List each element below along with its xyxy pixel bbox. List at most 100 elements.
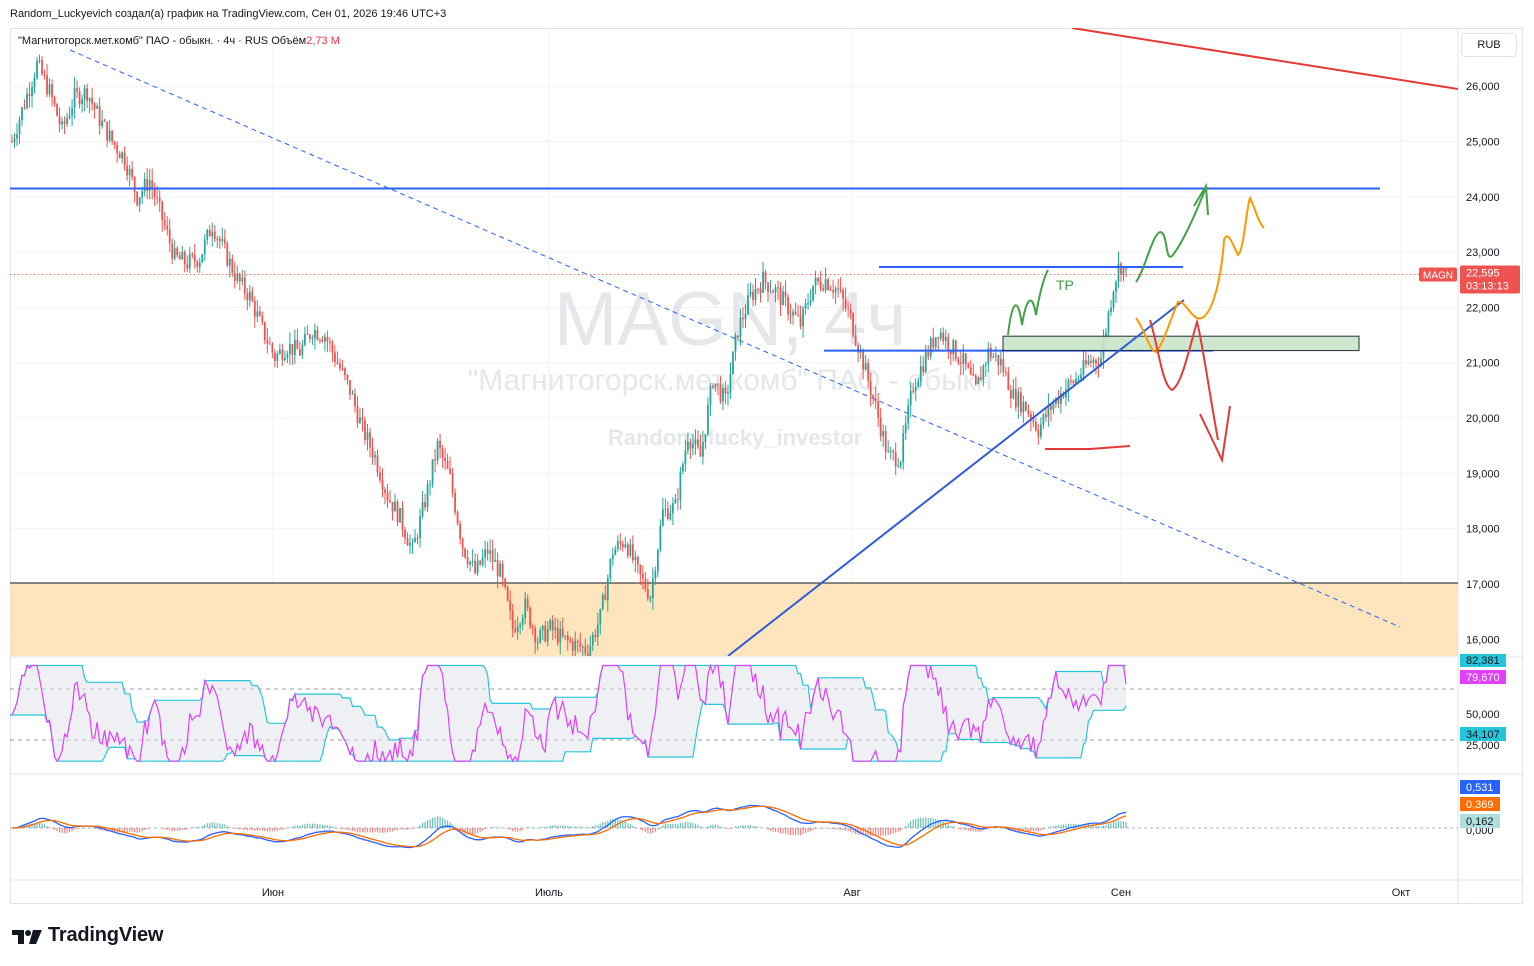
candle-body: [596, 624, 599, 637]
rsi-pane[interactable]: [10, 663, 1458, 763]
signal-value-badge-text: 0,369: [1466, 799, 1494, 811]
legend-volume-value: 2,73 M: [306, 35, 340, 47]
candle-body: [749, 291, 752, 295]
red-trend-line[interactable]: [1071, 28, 1458, 90]
watermark-author: Random_lucky_investor: [608, 425, 863, 450]
candle-body: [576, 640, 579, 643]
rsi-tick: 50,000: [1466, 709, 1500, 721]
candle-body: [794, 311, 797, 315]
time-axis[interactable]: Июн Июль Авг Сен Окт: [262, 887, 1410, 899]
candle-body: [641, 574, 644, 579]
candle-body: [21, 107, 23, 120]
symbol-legend[interactable]: "Магнитогорск.мет.комб" ПАО - обыкн. · 4…: [18, 35, 340, 47]
candle-body: [206, 229, 209, 240]
support-zone[interactable]: [10, 582, 1458, 656]
candle-body: [429, 483, 431, 485]
candle-body: [912, 390, 915, 392]
candle-body: [877, 401, 880, 418]
macd-signal-line[interactable]: [12, 805, 1127, 848]
candles[interactable]: [11, 54, 1127, 670]
legend-volume-label: Объём: [271, 35, 307, 47]
candle-body: [842, 289, 845, 299]
candle-body: [757, 288, 759, 290]
candle-body: [346, 374, 349, 380]
candle-body: [48, 84, 51, 95]
candle-body: [344, 368, 346, 375]
candle-body: [922, 366, 925, 372]
candle-body: [977, 377, 980, 384]
red-arrow-path[interactable]: [1149, 318, 1219, 441]
candle-body: [699, 446, 702, 457]
price-tick-label: 16,000: [1466, 634, 1500, 646]
candle-body: [854, 335, 857, 345]
candle-body: [231, 258, 234, 274]
candle-body: [451, 473, 454, 493]
rsi-line[interactable]: [11, 663, 1127, 763]
candle-body: [1019, 392, 1022, 413]
candle-body: [849, 309, 852, 314]
price-axis[interactable]: 26,000 25,000 24,000 23,000 22,000 21,000 20,0…: [1466, 81, 1500, 646]
candle-body: [181, 252, 184, 260]
rsi-tick: 25,000: [1466, 740, 1500, 752]
candle-body: [384, 489, 386, 493]
candle-body: [108, 130, 111, 141]
candle-body: [324, 336, 326, 342]
candle-body: [636, 556, 639, 565]
candle-body: [186, 264, 189, 269]
candle-body: [261, 315, 264, 323]
candle-body: [476, 560, 479, 573]
candle-body: [857, 344, 860, 353]
red-support-mark[interactable]: [1045, 445, 1131, 450]
ascending-trendline[interactable]: [727, 299, 1185, 656]
candle-body: [992, 356, 995, 358]
currency-button[interactable]: RUB: [1461, 33, 1517, 57]
candle-body: [812, 285, 814, 301]
candle-body: [661, 509, 664, 526]
candle-body: [38, 60, 41, 62]
candle-body: [381, 480, 384, 490]
candle-body: [631, 544, 634, 561]
macd-line[interactable]: [11, 804, 1127, 849]
candle-body: [634, 556, 637, 561]
candle-body: [604, 594, 607, 601]
candle-body: [744, 314, 747, 320]
orange-arrow-path[interactable]: [1135, 195, 1265, 354]
tradingview-logo[interactable]: TradingView: [12, 924, 163, 947]
candle-body: [246, 292, 249, 301]
candle-body: [899, 462, 902, 466]
candle-body: [864, 363, 867, 370]
green-zone-box[interactable]: [1002, 335, 1360, 352]
candle-body: [994, 355, 997, 357]
candle-body: [739, 317, 742, 338]
candle-body: [779, 288, 782, 306]
candle-body: [66, 118, 68, 124]
candle-body: [449, 468, 451, 474]
candle-body: [621, 543, 624, 548]
candle-body: [697, 439, 699, 447]
candle-body: [291, 343, 294, 355]
candle-body: [406, 538, 409, 546]
green-hand-drawn-path[interactable]: [1007, 269, 1049, 336]
candle-body: [394, 501, 396, 512]
rsi-upper-badge-text: 82,381: [1466, 655, 1500, 667]
candle-body: [374, 455, 376, 458]
candle-body: [248, 291, 251, 301]
candle-body: [556, 627, 559, 643]
candle-body: [276, 353, 279, 361]
candle-body: [837, 288, 840, 290]
candle-body: [138, 197, 141, 205]
main-pane[interactable]: MAGN, 4ч "Магнитогорск.мет.комб" ПАО - о…: [10, 28, 1458, 880]
candle-body: [649, 598, 652, 600]
green-arrow-path[interactable]: [1135, 189, 1206, 283]
candle-body: [76, 88, 78, 92]
candle-body: [193, 254, 196, 262]
candle-body: [1092, 359, 1095, 363]
candle-body: [1057, 398, 1060, 404]
macd-pane[interactable]: [10, 804, 1458, 849]
candle-body: [827, 279, 829, 290]
candle-body: [509, 600, 512, 611]
candle-body: [591, 634, 594, 646]
candle-body: [792, 311, 794, 316]
candle-body: [444, 457, 446, 461]
